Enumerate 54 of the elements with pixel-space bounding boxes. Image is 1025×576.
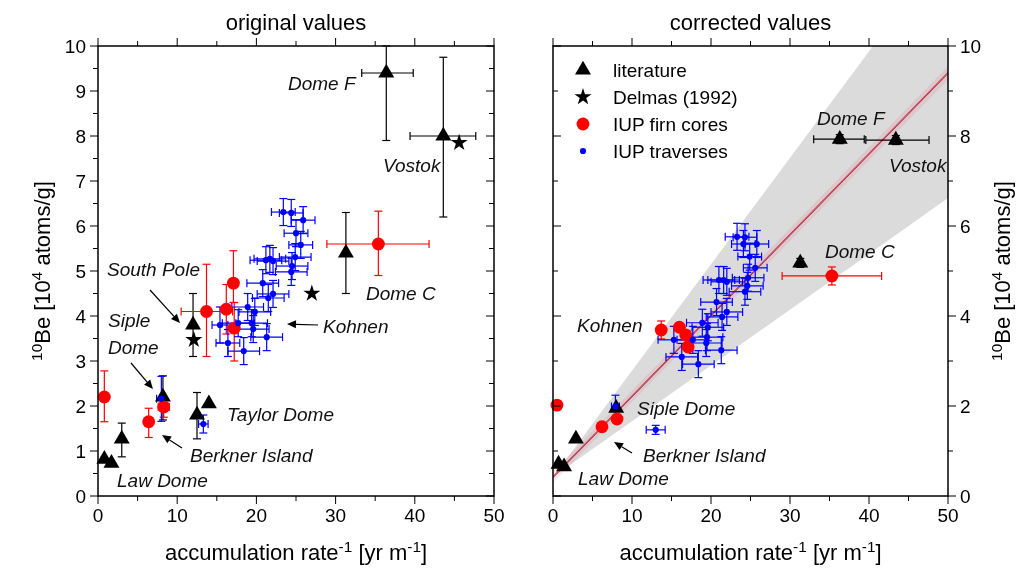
legend-label: IUP firn cores xyxy=(613,114,728,135)
legend-label: Delmas (1992) xyxy=(613,87,738,108)
annotation: Dome xyxy=(108,337,159,358)
annotation: Taylor Dome xyxy=(227,404,335,425)
y2-tick-label: 8 xyxy=(960,126,971,147)
annotation: Siple xyxy=(108,310,151,331)
annotation: Kohnen xyxy=(323,316,389,337)
y-tick-label: 3 xyxy=(75,351,86,372)
y-tick-label: 1 xyxy=(75,441,86,462)
y-tick-label: 6 xyxy=(75,216,86,237)
x-axis-title: accumulation rate$^{-1}$ [yr m$^{-1}$] xyxy=(619,537,882,565)
y2-tick-label: 0 xyxy=(960,486,971,507)
y-tick-label: 5 xyxy=(75,261,86,282)
annotation: Dome C xyxy=(366,283,436,304)
chart-title: corrected values xyxy=(669,10,832,35)
annotation: Dome F xyxy=(817,108,886,129)
y-tick-label: 8 xyxy=(75,126,86,147)
x-tick-label: 10 xyxy=(166,505,188,526)
x-tick-label: 20 xyxy=(700,505,722,526)
chart-title: original values xyxy=(225,10,367,35)
y-tick-label: 2 xyxy=(75,396,86,417)
y2-tick-label: 4 xyxy=(960,306,971,327)
legend-label: literature xyxy=(613,60,687,81)
annotation: South Pole xyxy=(107,259,200,280)
annotation: Berkner Island xyxy=(643,445,767,466)
y2-tick-label: 2 xyxy=(960,396,971,417)
y2-tick-label: 6 xyxy=(960,216,971,237)
annotation: Siple Dome xyxy=(637,398,736,419)
y2-tick-label: 10 xyxy=(960,36,982,57)
y-tick-label: 10 xyxy=(64,36,86,57)
x-tick-label: 40 xyxy=(858,505,880,526)
x-tick-label: 30 xyxy=(779,505,801,526)
annotation: Berkner Island xyxy=(190,445,314,466)
legend-label: IUP traverses xyxy=(613,141,728,162)
x-tick-label: 50 xyxy=(937,505,959,526)
annotation: Law Dome xyxy=(117,470,208,491)
annotation: Vostok xyxy=(383,155,442,176)
x-tick-label: 0 xyxy=(92,505,104,526)
x-tick-label: 10 xyxy=(621,505,643,526)
y-tick-label: 7 xyxy=(75,171,86,192)
y-tick-label: 4 xyxy=(75,306,87,327)
x-tick-label: 50 xyxy=(483,505,505,526)
annotation: Dome C xyxy=(825,241,895,262)
x-tick-label: 30 xyxy=(325,505,347,526)
y-tick-label: 0 xyxy=(75,486,86,507)
x-axis-title: accumulation rate$^{-1}$ [yr m$^{-1}$] xyxy=(164,537,428,565)
annotation: Law Dome xyxy=(578,468,669,489)
x-tick-label: 20 xyxy=(245,505,267,526)
annotation: Dome F xyxy=(288,73,357,94)
y-tick-label: 9 xyxy=(75,81,86,102)
x-tick-label: 40 xyxy=(404,505,426,526)
annotation: Kohnen xyxy=(577,315,643,336)
annotation: Vostok xyxy=(889,155,948,176)
x-tick-label: 0 xyxy=(547,505,559,526)
